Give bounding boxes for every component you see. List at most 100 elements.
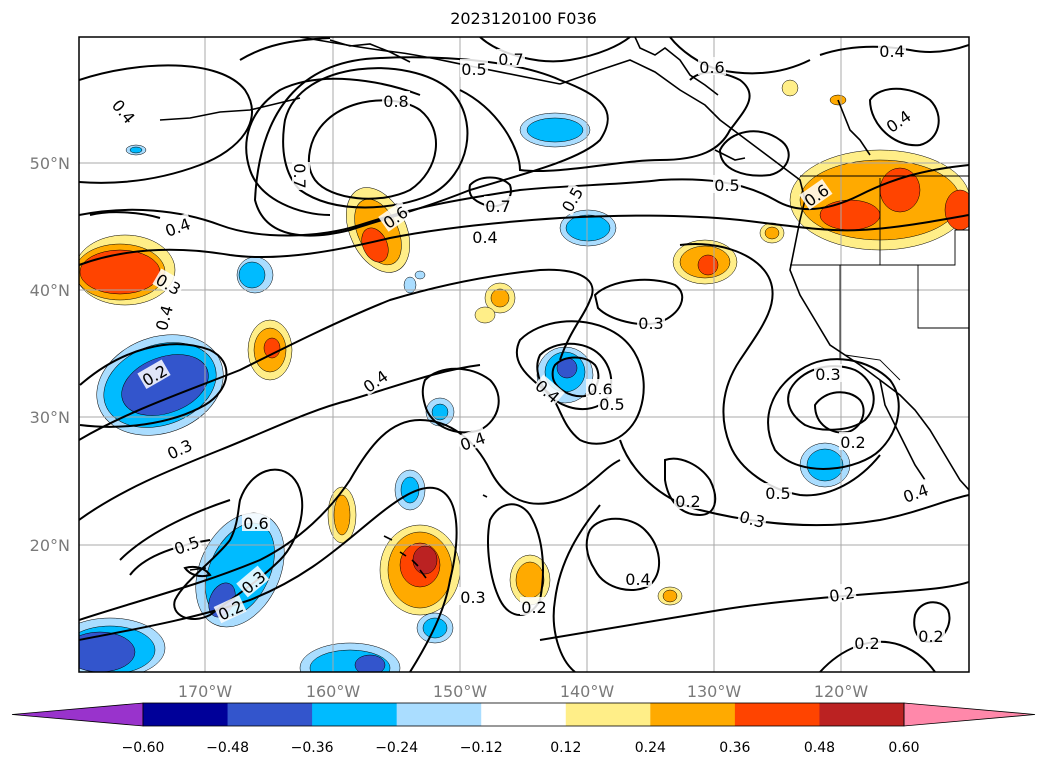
lon-label: 140°W (560, 682, 615, 701)
contour-label-bg (531, 374, 565, 407)
shaded-region (79, 631, 136, 672)
contour-label-bg (674, 491, 702, 509)
colorbar-segment (650, 703, 736, 726)
shaded-region (806, 448, 844, 482)
shaded-region (431, 403, 449, 421)
map-area: 0.4 0.5 0.7 0.6 0.8 0.7 0.4 0.4 0.3 0.4 0.6 0.7 0.5 0… (79, 37, 969, 672)
contour-label-bg (698, 57, 726, 75)
shaded-region (697, 254, 719, 276)
contour-label-bg (917, 626, 945, 644)
contour-label: 0.4 (883, 107, 915, 137)
contour-label-bg (713, 175, 741, 193)
coastlines (159, 37, 969, 579)
colorbar-segment (481, 703, 567, 726)
shaded-region (333, 494, 351, 536)
contour-label: 0.4 (108, 96, 139, 128)
colorbar-segment (312, 703, 398, 726)
shaded-region (238, 261, 266, 289)
contour-label-bg (459, 587, 487, 605)
contour-label-bg (598, 394, 626, 412)
lat-label: 30°N (30, 408, 70, 427)
colorbar-tick: 0.12 (550, 740, 581, 756)
contour-label: 0.7 (485, 197, 510, 216)
contour-label-bg (484, 196, 512, 214)
contour-label: 0.3 (164, 436, 195, 464)
shaded-region (414, 270, 426, 280)
colorbar-extend-low (11, 702, 144, 727)
longitude-axis-labels: 170°W 160°W 150°W 140°W 130°W 120°W (178, 682, 869, 701)
contour-label-bg (213, 595, 247, 624)
map-frame (78, 36, 970, 673)
contour-label-bg (853, 633, 881, 651)
contour-label: 0.2 (854, 634, 879, 653)
colorbar-ticks: −0.60 −0.48 −0.36 −0.24 −0.12 0.12 0.24 … (122, 740, 920, 756)
contour-label: 0.2 (918, 627, 943, 646)
contour-label: 0.4 (360, 367, 392, 397)
colorbar-tick: 0.60 (888, 740, 919, 756)
lon-label: 160°W (306, 682, 361, 701)
contour-label-bg (378, 200, 412, 232)
shaded-region (819, 199, 881, 231)
lon-label: 170°W (178, 682, 233, 701)
contour-label-bg (899, 478, 932, 506)
contour-label: 0.3 (815, 365, 840, 384)
contour-label: 0.2 (521, 598, 546, 617)
colorbar-segment (565, 703, 651, 726)
contour-label-bg (358, 364, 392, 396)
contour-label-bg (881, 104, 915, 136)
contour-label-bg (161, 212, 194, 240)
contour-label: 0.4 (625, 570, 650, 589)
contour-label-bg (471, 227, 499, 245)
contour-label: 0.3 (460, 588, 485, 607)
contour-label: 0.3 (737, 507, 767, 532)
colorbar-segment (396, 703, 482, 726)
colorbar-segment (143, 703, 229, 726)
contour-label-bg (150, 301, 176, 334)
shaded-region (129, 146, 143, 154)
contour-label-bg (624, 569, 652, 587)
shaded-region (354, 654, 386, 672)
shaded-region (565, 214, 611, 242)
contour-label: 0.3 (638, 314, 663, 333)
contour-label: 0.2 (840, 433, 865, 452)
shaded-region (474, 306, 496, 324)
contour-label-bg (637, 313, 665, 331)
contour-label-bg (814, 364, 842, 382)
contour-label: 0.2 (675, 492, 700, 511)
contour-label-bg (236, 565, 270, 598)
contour-label-bg (460, 59, 488, 77)
lat-label: 40°N (30, 281, 70, 300)
contour-label: 0.7 (498, 50, 523, 69)
contour-label-bg (137, 359, 171, 390)
colorbar (11, 702, 1036, 727)
contour-label-bg (839, 432, 867, 450)
shaded-region (412, 545, 438, 575)
contour-label-bg (497, 49, 525, 67)
lon-label: 130°W (687, 682, 742, 701)
contour-label-bg (382, 91, 410, 109)
contour-label-bg (170, 530, 203, 558)
colorbar-tick: −0.36 (291, 740, 334, 756)
contour-label-bg (108, 94, 141, 128)
shaded-region (490, 288, 510, 308)
colorbar-extend-high (903, 702, 1036, 727)
shaded-region (944, 189, 969, 231)
contour-label-bg (556, 182, 587, 216)
contour-label-bg (456, 426, 489, 454)
shaded-region (662, 589, 678, 603)
shaded-region (764, 226, 780, 240)
colorbar-tick: 0.36 (719, 740, 750, 756)
contour-label: 0.6 (243, 514, 268, 533)
contour-label: 0.8 (383, 92, 408, 111)
contour-label-bg (520, 597, 548, 615)
contour-label-bg (292, 162, 310, 190)
contour-label: 0.5 (714, 176, 739, 195)
lon-label: 150°W (433, 682, 488, 701)
gridlines (79, 37, 969, 672)
contour-label-bg (764, 483, 792, 501)
contour-label: 0.2 (828, 583, 856, 606)
contour-label: 0.5 (765, 484, 790, 503)
contour-label-bg (736, 505, 769, 531)
colorbar-tick: −0.48 (206, 740, 249, 756)
colorbar-tick: −0.24 (375, 740, 418, 756)
